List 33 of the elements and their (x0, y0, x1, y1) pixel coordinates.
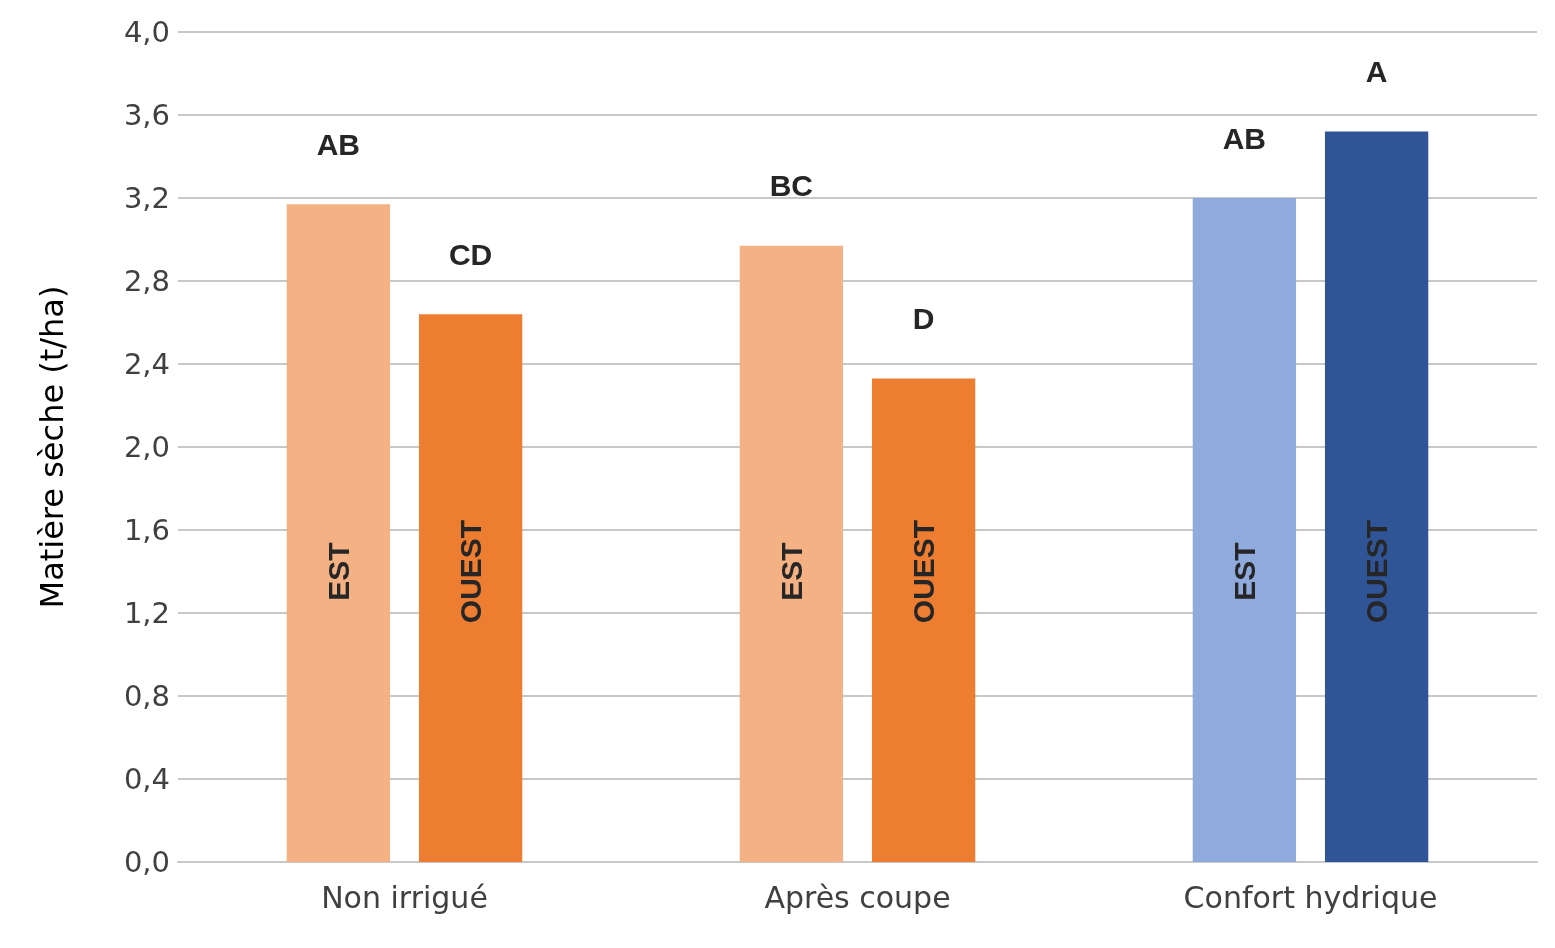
y-tick-label: 4,0 (123, 15, 170, 49)
y-tick-label: 2,0 (123, 430, 170, 464)
x-tick-label: Confort hydrique (1183, 879, 1438, 915)
data-label: CD (448, 237, 493, 271)
y-axis-title: Matière sèche (t/ha) (33, 285, 71, 609)
y-tick-label: 1,2 (123, 596, 170, 630)
data-label: A (1365, 55, 1388, 89)
y-tick-label: 1,6 (123, 513, 170, 547)
y-tick-label: 0,4 (123, 762, 170, 796)
y-tick-label: 0,0 (123, 845, 170, 879)
bar (1324, 131, 1429, 862)
bar (1192, 198, 1297, 862)
y-tick-label: 0,8 (123, 679, 170, 713)
data-label: AB (316, 127, 361, 161)
bar (739, 245, 844, 862)
text: EST (321, 542, 355, 601)
series-label: EST (1227, 542, 1261, 601)
y-tick-label: 2,4 (123, 347, 170, 381)
y-tick-label: 3,2 (123, 181, 170, 215)
bar (286, 204, 391, 862)
x-tick-label: Non irrigué (321, 879, 488, 915)
y-tick-label: 3,6 (123, 98, 170, 132)
data-label: AB (1222, 121, 1267, 155)
series-label: OUEST (1360, 519, 1394, 624)
text: OUEST (454, 519, 488, 624)
bar (418, 314, 523, 862)
text: EST (774, 542, 808, 601)
data-label: BC (769, 169, 814, 203)
y-tick-label: 2,8 (123, 264, 170, 298)
data-label: D (912, 302, 935, 336)
x-tick-label: Après coupe (764, 879, 951, 915)
text: OUEST (907, 519, 941, 624)
bar (871, 378, 976, 862)
